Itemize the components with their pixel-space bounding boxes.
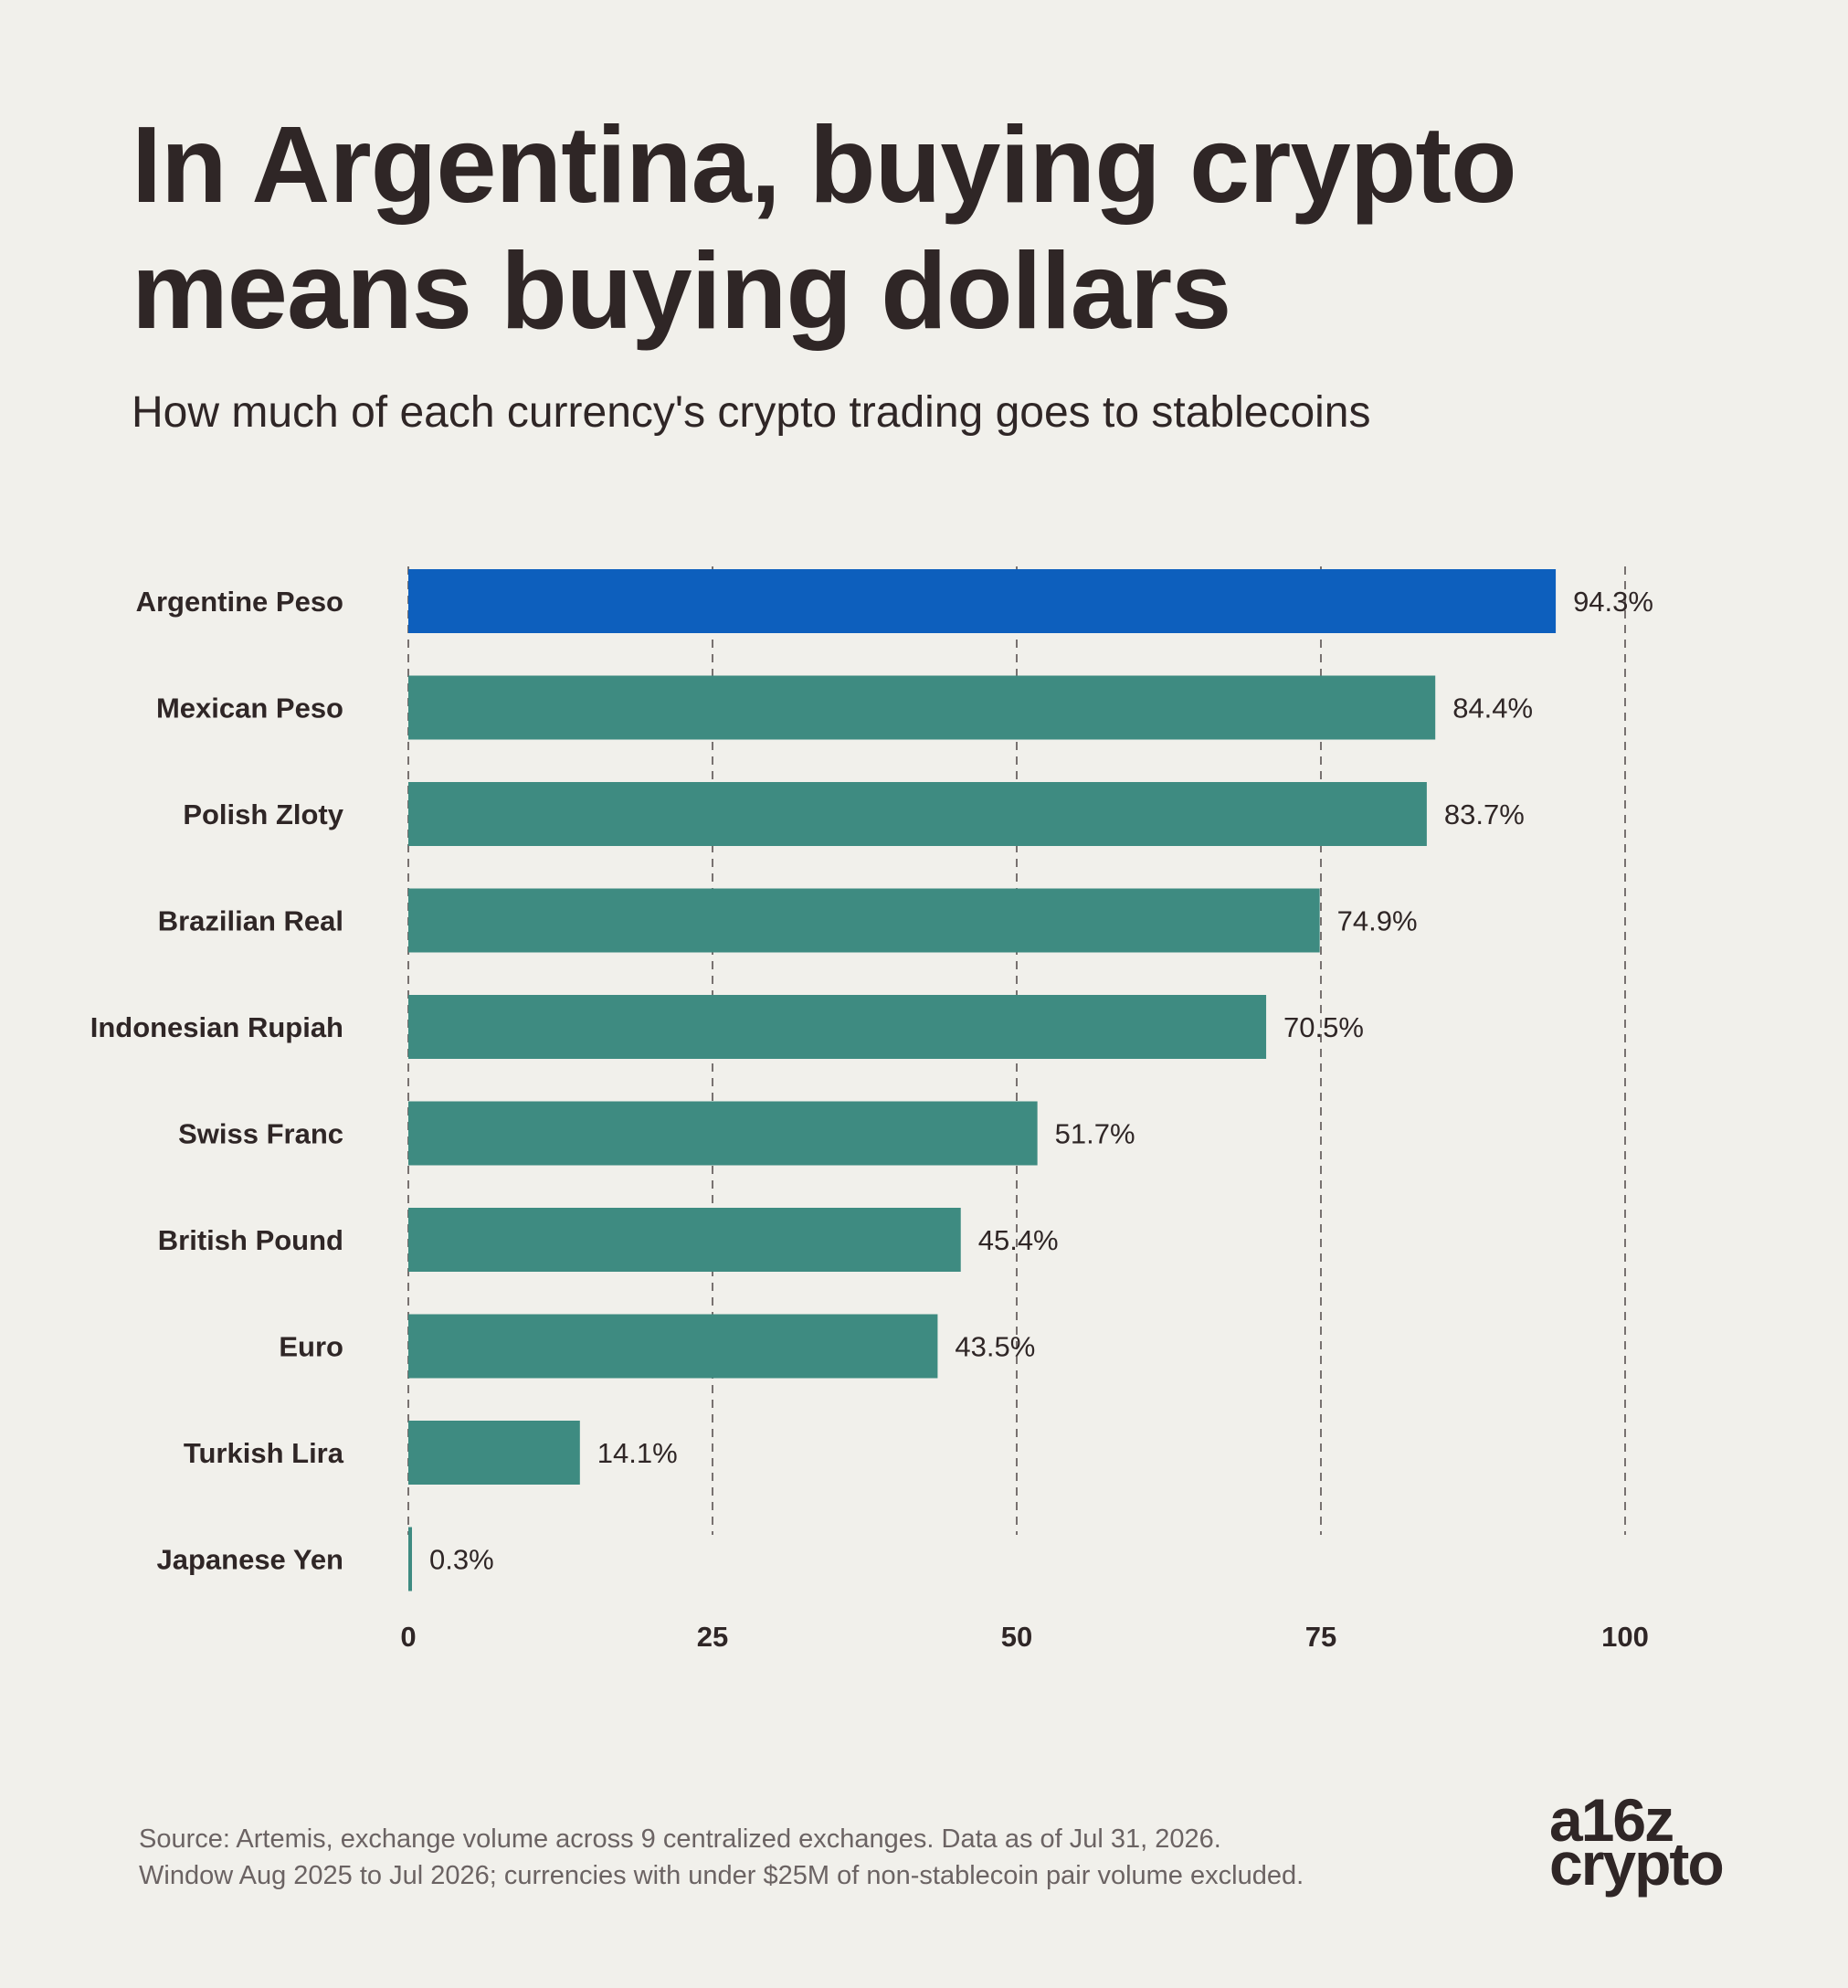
bar xyxy=(408,1208,961,1272)
x-tick-label: 50 xyxy=(1001,1621,1032,1653)
bar xyxy=(408,675,1436,740)
logo-line-2: crypto xyxy=(1549,1830,1725,1898)
value-label: 84.4% xyxy=(1452,693,1533,724)
bar-chart: Argentine Peso 94.3% Mexican Peso 84.4% Poli… xyxy=(90,566,1653,1653)
bar xyxy=(408,1527,412,1591)
x-tick-label: 0 xyxy=(400,1621,416,1653)
category-label: Argentine Peso xyxy=(136,586,343,618)
value-label: 74.9% xyxy=(1337,905,1418,937)
bar xyxy=(408,569,1557,633)
x-tick-label: 25 xyxy=(697,1621,728,1653)
category-label: Polish Zloty xyxy=(183,798,343,830)
chart-title: In Argentina, buying crypto means buying… xyxy=(132,104,1517,352)
category-label: Mexican Peso xyxy=(156,693,343,724)
bar xyxy=(408,1421,580,1485)
a16z-crypto-logo: a16z crypto xyxy=(1549,1786,1725,1898)
value-label: 70.5% xyxy=(1283,1011,1364,1043)
value-label: 83.7% xyxy=(1444,798,1525,830)
x-tick-label: 100 xyxy=(1601,1621,1649,1653)
category-label: Turkish Lira xyxy=(184,1437,344,1469)
source-line-2: Window Aug 2025 to Jul 2026; currencies … xyxy=(139,1861,1304,1890)
value-label: 43.5% xyxy=(955,1331,1035,1363)
value-label: 94.3% xyxy=(1573,586,1653,618)
category-label: Japanese Yen xyxy=(156,1544,343,1576)
logo-line-1: a16z xyxy=(1549,1786,1674,1854)
bar xyxy=(408,1101,1038,1166)
chart-subtitle: How much of each currency's crypto tradi… xyxy=(132,388,1371,437)
source-line-1: Source: Artemis, exchange volume across … xyxy=(139,1824,1221,1854)
bar xyxy=(408,888,1320,953)
x-tick-label: 75 xyxy=(1305,1621,1336,1653)
source-note: Source: Artemis, exchange volume across … xyxy=(139,1821,1304,1894)
value-label: 51.7% xyxy=(1055,1118,1135,1150)
category-label: Swiss Franc xyxy=(178,1118,343,1150)
value-label: 14.1% xyxy=(597,1437,678,1469)
category-label: Indonesian Rupiah xyxy=(90,1011,343,1043)
bar xyxy=(408,1314,938,1379)
bar xyxy=(408,782,1427,846)
value-label: 45.4% xyxy=(978,1224,1059,1256)
category-label: Euro xyxy=(279,1331,343,1363)
value-label: 0.3% xyxy=(429,1544,494,1576)
category-label: British Pound xyxy=(158,1224,343,1256)
category-label: Brazilian Real xyxy=(158,905,343,937)
bar xyxy=(408,995,1267,1059)
